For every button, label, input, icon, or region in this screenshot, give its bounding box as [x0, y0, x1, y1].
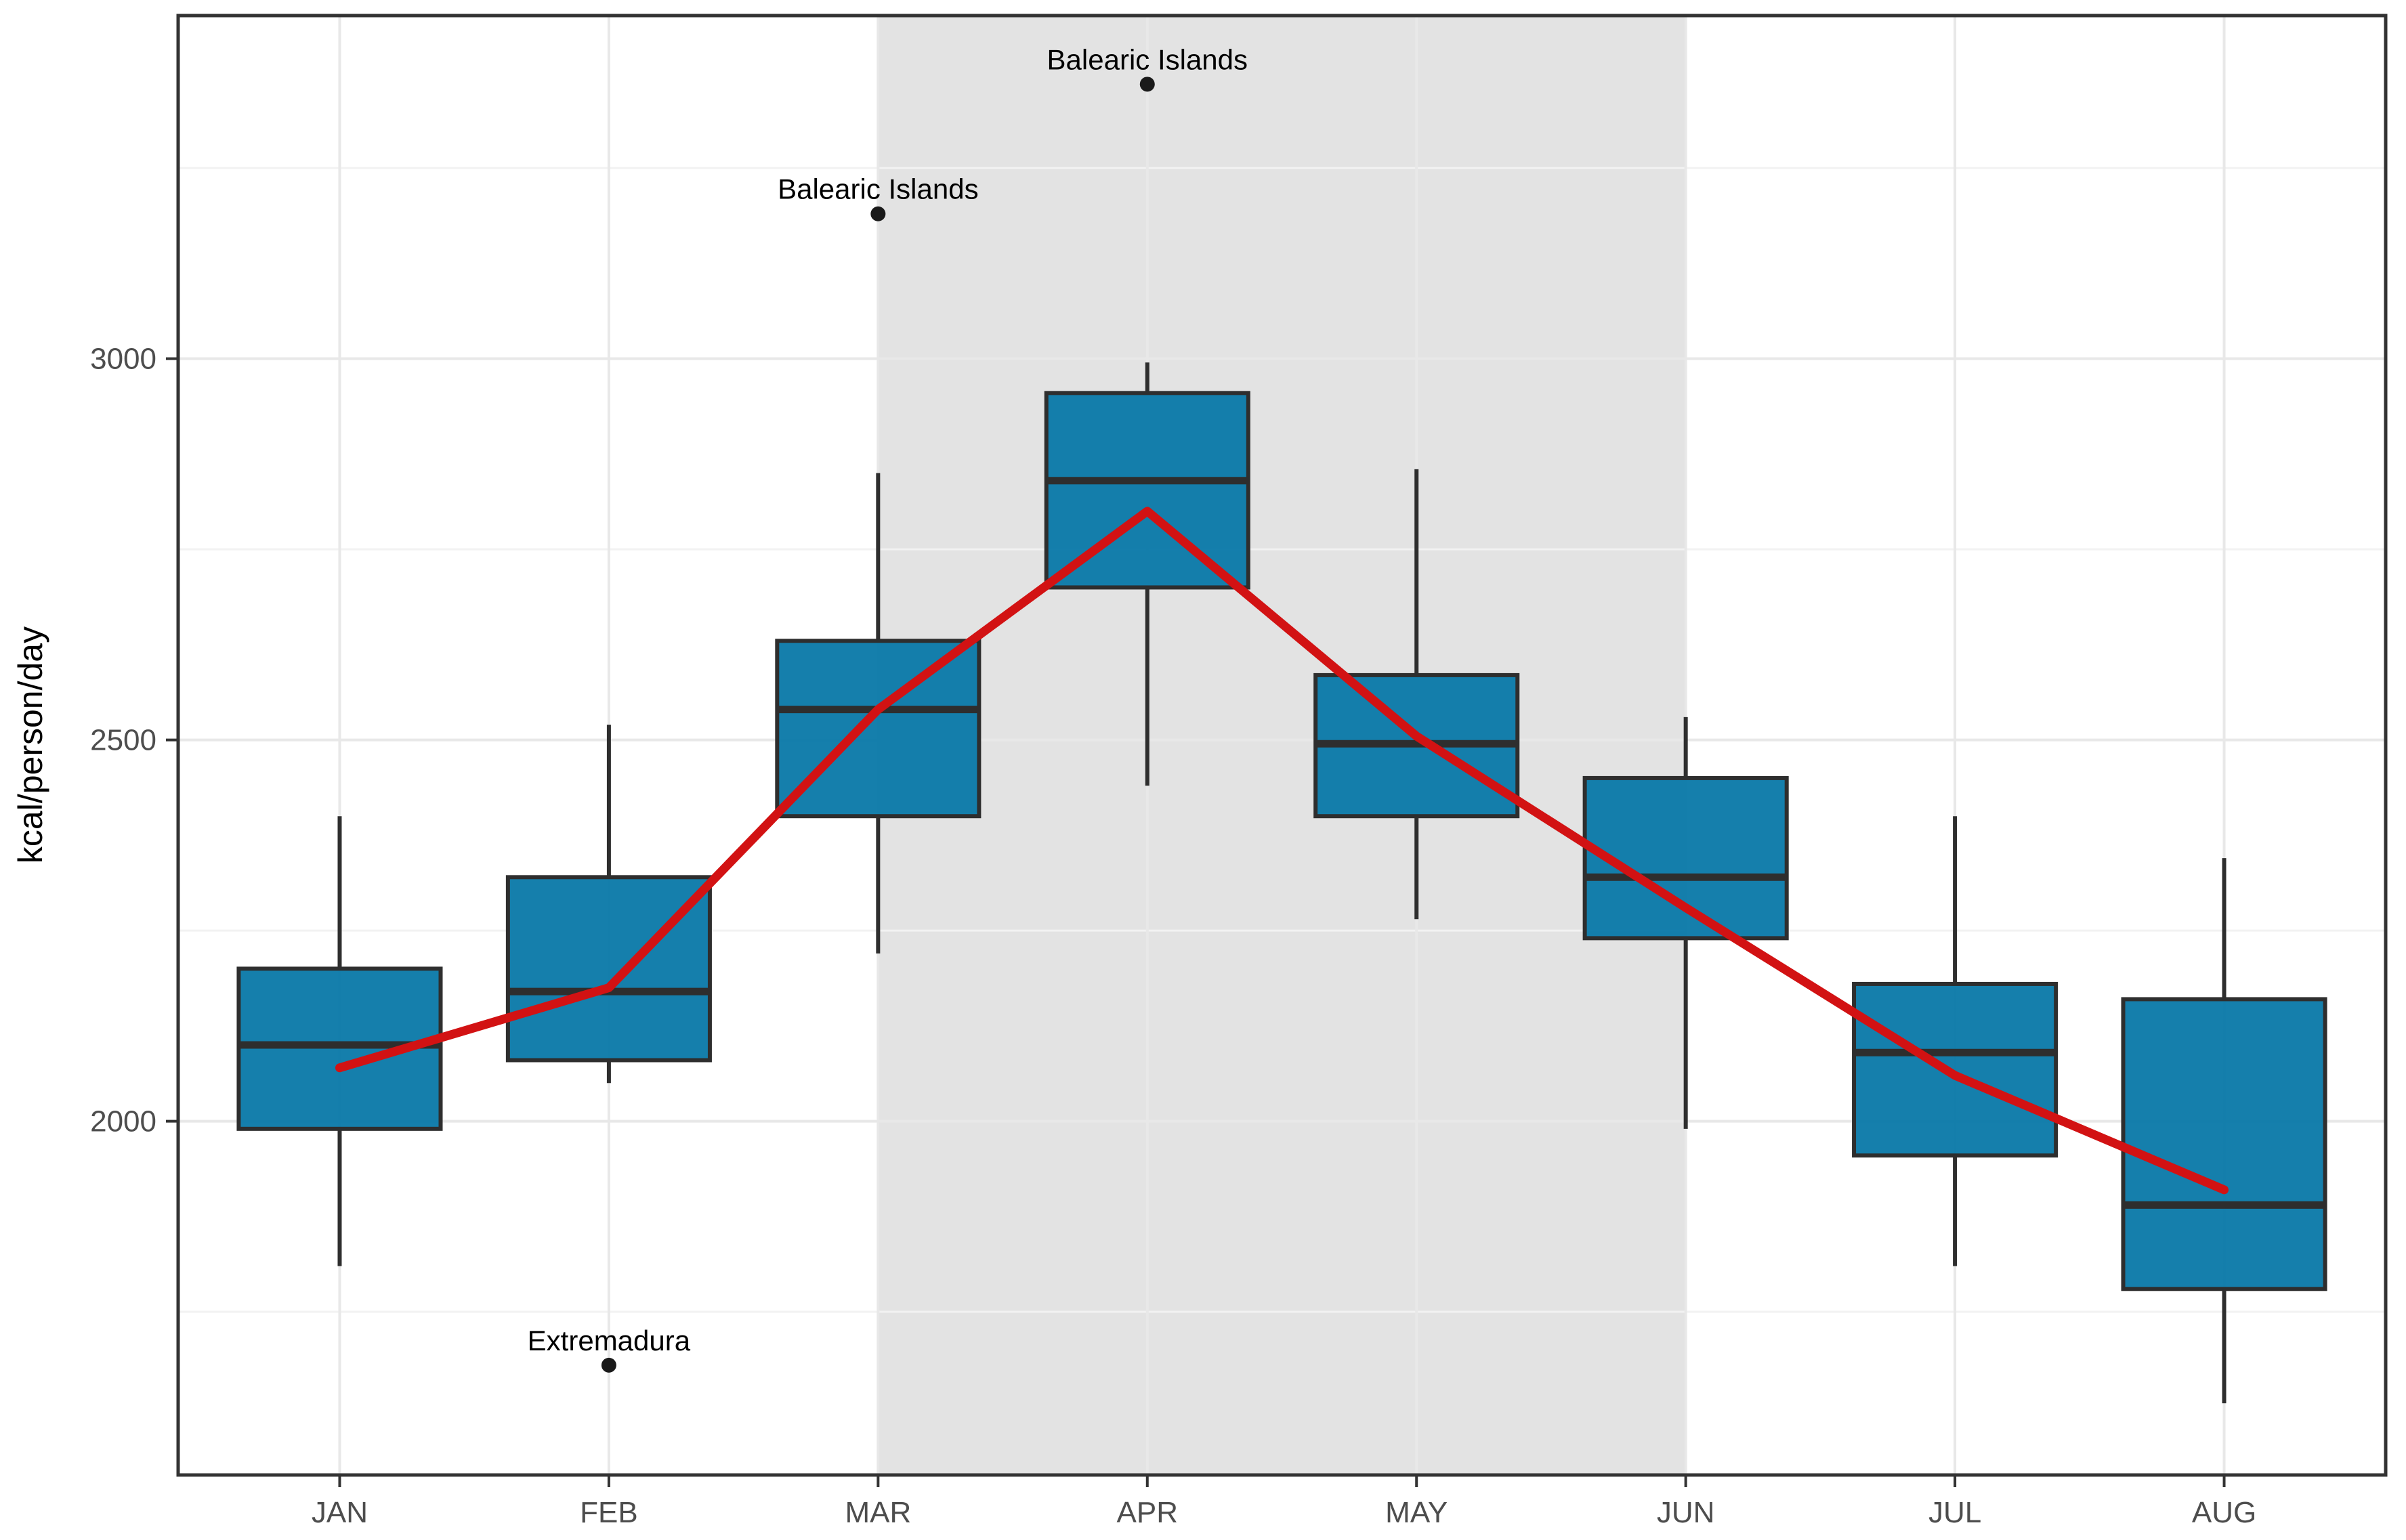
boxplot-mar [775, 473, 982, 954]
panel-border [176, 14, 2388, 1477]
boxplot-jan [236, 816, 443, 1266]
x-tick-label-may: MAY [1385, 1496, 1448, 1529]
boxplot-apr [1044, 362, 1250, 786]
boxplot-jul [1852, 816, 2059, 1266]
outliers-layer: Extremadura Balearic Islands Balearic Isla… [528, 43, 1248, 1373]
x-tick-label-mar: MAR [845, 1496, 911, 1529]
outlier-label: Balearic Islands [778, 173, 978, 205]
outlier-label: Extremadura [528, 1325, 691, 1356]
y-tick-label-2000: 2000 [90, 1105, 156, 1138]
iqr-box [2121, 997, 2327, 1291]
axes-layer: 2000 2500 3000 JAN FEB MAR APR MAY JUN JUL AUG [90, 14, 2388, 1529]
shaded-region [878, 16, 1686, 1475]
x-tick-label-feb: FEB [580, 1496, 638, 1529]
outlier-label: Balearic Islands [1047, 43, 1248, 75]
iqr-box [1044, 391, 1250, 590]
iqr-box [775, 639, 982, 819]
x-tick-label-jul: JUL [1928, 1496, 1981, 1529]
boxplot-may [1313, 469, 1520, 920]
x-tick-label-jun: JUN [1657, 1496, 1715, 1529]
shaded-region-layer [878, 16, 1686, 1475]
outlier-mar: Balearic Islands [778, 173, 979, 221]
outlier-point [1139, 77, 1155, 92]
mean-line-path [335, 507, 2229, 1195]
boxplot-aug [2121, 858, 2327, 1404]
boxplots-layer [236, 362, 2327, 1404]
boxplot-feb [505, 725, 712, 1084]
iqr-box [505, 875, 712, 1063]
y-tick-label-2500: 2500 [90, 724, 156, 757]
iqr-box [1852, 981, 2059, 1158]
outlier-point [601, 1357, 616, 1373]
outlier-feb: Extremadura [528, 1325, 691, 1373]
y-axis-title: kcal/person/day [12, 626, 49, 863]
x-tick-label-apr: APR [1117, 1496, 1178, 1529]
x-tick-label-aug: AUG [2192, 1496, 2256, 1529]
outlier-apr: Balearic Islands [1047, 43, 1248, 92]
x-tick-label-jan: JAN [312, 1496, 368, 1529]
y-tick-label-3000: 3000 [90, 343, 156, 376]
outlier-point [870, 206, 886, 221]
mean-line-layer [335, 507, 2229, 1195]
